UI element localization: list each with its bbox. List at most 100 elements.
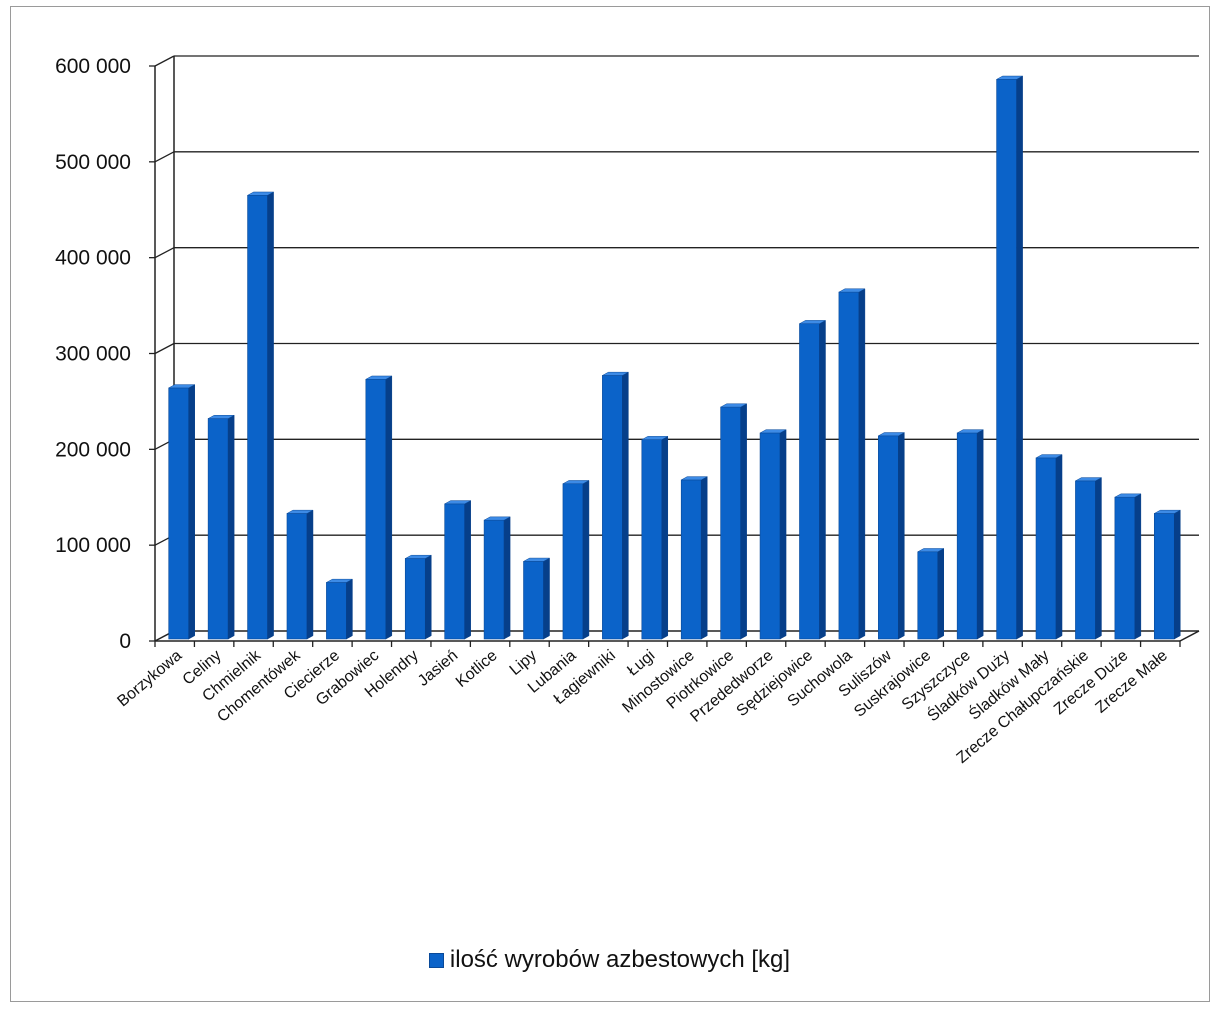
bar-side — [227, 414, 235, 640]
bar-front — [168, 387, 190, 640]
x-tick-label: Kotlice — [453, 647, 501, 691]
gridline-diagonal — [154, 55, 175, 67]
bar — [799, 319, 826, 640]
y-tick-label: 100 000 — [55, 534, 131, 557]
bar-side — [188, 384, 195, 640]
bars — [168, 75, 1181, 640]
bar-front — [1153, 513, 1175, 640]
bar-top — [838, 288, 866, 293]
bar-side — [779, 429, 787, 640]
bar-top — [247, 191, 274, 196]
bar-top — [405, 554, 432, 559]
bar-front — [917, 551, 939, 640]
bar — [759, 429, 787, 640]
bar-front — [483, 519, 505, 640]
gridline-diagonal — [154, 342, 175, 355]
bar — [523, 557, 550, 640]
bar-top — [799, 320, 826, 324]
bar-front — [996, 79, 1017, 640]
bar-front — [326, 582, 347, 640]
legend-label: ilość wyrobów azbestowych [kg] — [449, 946, 791, 973]
bar-front — [365, 378, 387, 640]
bar-top — [641, 436, 668, 440]
bar-side — [503, 516, 511, 640]
bar-front — [1035, 457, 1057, 640]
bar-top — [444, 500, 471, 505]
bar-front — [286, 513, 308, 640]
bar-front — [562, 483, 584, 640]
gridline-diagonal — [154, 247, 175, 259]
bar-top — [957, 429, 984, 434]
bar-top — [917, 548, 944, 553]
bar — [878, 432, 905, 640]
gridlines — [154, 55, 1199, 546]
bar-side — [1095, 477, 1102, 640]
bar — [917, 548, 944, 640]
bar — [1035, 454, 1063, 640]
bar-front — [1075, 480, 1096, 640]
y-tick-label: 300 000 — [55, 343, 131, 366]
bar — [1114, 493, 1142, 640]
bar-front — [759, 432, 781, 640]
bar-top — [365, 375, 392, 380]
bar-front — [838, 291, 860, 640]
x-tick-label: Jasień — [415, 647, 461, 690]
bar — [602, 371, 629, 640]
bar-top — [168, 384, 195, 389]
bar-top — [759, 429, 787, 434]
bar — [286, 509, 314, 640]
floor-right-edge — [1179, 630, 1200, 642]
bar — [1075, 477, 1102, 640]
y-tick-label: 200 000 — [55, 438, 131, 461]
bar — [483, 516, 511, 640]
bar-front — [1114, 496, 1136, 640]
bar-front — [799, 323, 820, 640]
bar — [444, 500, 471, 640]
bar — [720, 403, 747, 640]
bar — [838, 288, 866, 640]
bar-top — [720, 403, 747, 408]
bar — [562, 480, 590, 640]
bar-front — [207, 418, 229, 640]
bar-top — [523, 557, 550, 562]
y-tick-label: 0 — [119, 630, 131, 653]
bar-top — [208, 415, 235, 419]
bar-front — [523, 561, 544, 640]
bar-top — [1154, 509, 1181, 514]
bar — [326, 578, 353, 640]
bar-front — [878, 435, 899, 640]
bar-side — [819, 319, 826, 640]
bar-side — [543, 557, 550, 640]
bar-top — [878, 432, 905, 437]
legend: ilość wyrobów azbestowych [kg] — [0, 946, 1219, 974]
bar — [247, 191, 274, 640]
bar-front — [602, 375, 623, 640]
bar-side — [622, 371, 629, 640]
bar-side — [425, 554, 432, 640]
bar — [1153, 509, 1181, 640]
bar-front — [720, 406, 741, 640]
bar — [365, 375, 393, 640]
bar-side — [898, 432, 905, 640]
bar-front — [444, 503, 465, 640]
bar-top — [562, 480, 590, 484]
bar-top — [681, 476, 708, 481]
bar-side — [1055, 454, 1063, 640]
bar-side — [937, 548, 944, 640]
bar-top — [1075, 477, 1102, 482]
bar-front — [956, 432, 978, 640]
bar-side — [1134, 493, 1142, 640]
bar-top — [996, 75, 1023, 80]
y-tick-label: 600 000 — [55, 55, 131, 78]
bar-side — [976, 429, 984, 640]
bar-side — [385, 375, 393, 640]
bar-side — [1174, 509, 1181, 640]
bar-side — [582, 480, 590, 640]
bar — [956, 429, 984, 640]
bar-side — [346, 578, 353, 640]
bar-top — [326, 578, 353, 583]
bar-side — [661, 435, 669, 640]
bar-top — [286, 509, 314, 514]
bar-side — [1016, 75, 1023, 640]
bar — [996, 75, 1023, 640]
